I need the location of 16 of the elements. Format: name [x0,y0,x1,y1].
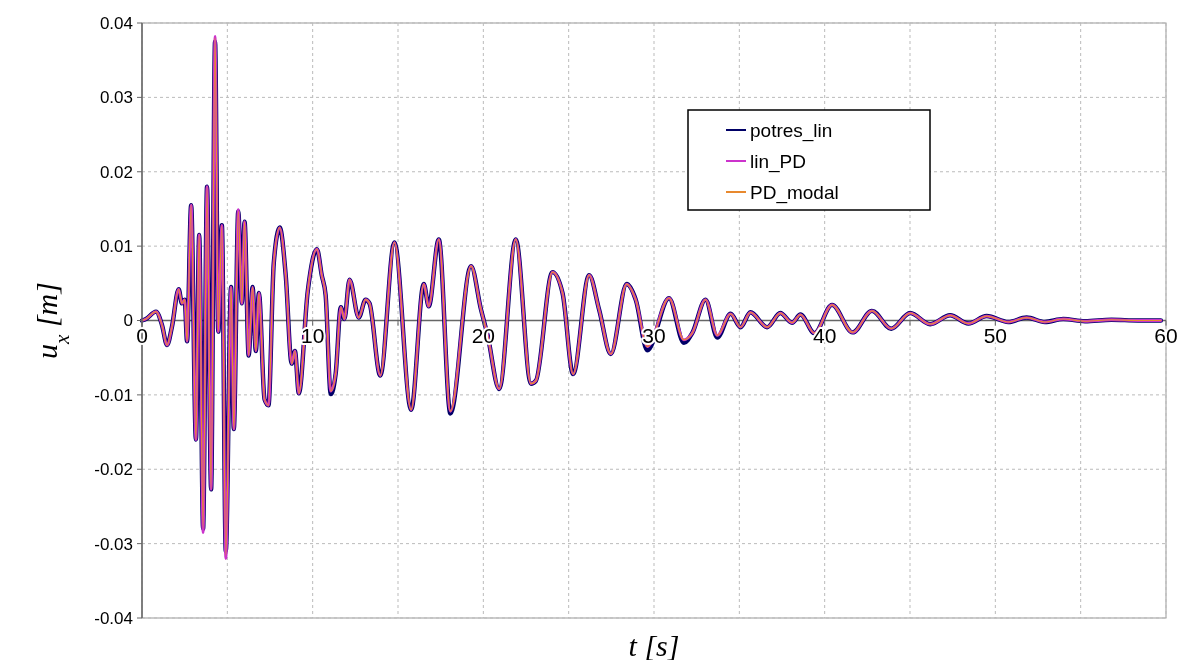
y-tick-label: 0.03 [99,88,133,108]
y-tick-label: -0.04 [94,608,133,628]
legend-label: PD_modal [750,181,839,204]
y-tick-label: 0.04 [99,13,133,33]
y-tick-label: 0.02 [99,162,133,182]
x-tick-label: 50 [983,323,1008,347]
legend-label: potres_lin [750,119,833,142]
x-tick-label: 0 [136,323,148,347]
x-tick-label: 40 [812,323,837,347]
x-axis-title: t [s] [628,629,680,662]
y-tick-label: 0.01 [99,237,133,257]
x-tick-label: 60 [1154,323,1178,347]
y-tick-label: -0.01 [94,385,133,405]
y-tick-label: -0.03 [94,534,133,554]
y-tick-label: -0.02 [94,460,133,480]
legend-label: lin_PD [750,150,806,173]
